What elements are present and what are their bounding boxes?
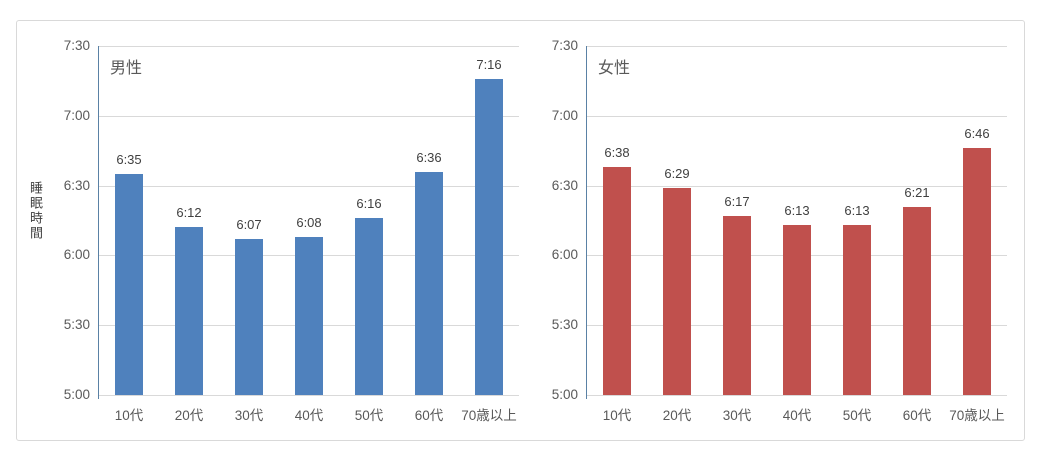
x-tick-label: 50代 (842, 408, 872, 423)
x-tick-label: 40代 (782, 408, 812, 423)
bar-30代 (723, 215, 751, 395)
chart-frame (16, 20, 1025, 441)
y-gridline (99, 115, 519, 117)
bar-value-label: 6:35 (116, 151, 142, 167)
bar-value-label: 6:21 (904, 184, 930, 200)
bar-value-label: 6:07 (236, 217, 262, 233)
x-tick-label: 10代 (114, 408, 144, 423)
bar-50代 (843, 225, 871, 395)
bar-50代 (355, 218, 383, 395)
bar-40代 (783, 225, 811, 395)
bar-70歳以上 (963, 148, 991, 395)
x-tick-label: 60代 (902, 408, 932, 423)
y-tick-label: 5:30 (63, 317, 90, 333)
bar-value-label: 6:38 (604, 144, 630, 160)
y-tick-label: 5:00 (551, 387, 578, 402)
y-tick-label: 7:00 (63, 107, 90, 123)
y-tick-label: 6:30 (551, 177, 578, 193)
bar-60代 (415, 171, 443, 395)
y-tick-label: 6:00 (63, 247, 90, 263)
x-tick-label: 30代 (234, 408, 264, 423)
bar-value-label: 6:29 (664, 165, 690, 181)
bar-20代 (175, 227, 203, 395)
bar-value-label: 6:13 (784, 203, 810, 219)
y-gridline (99, 46, 519, 47)
bar-value-label: 6:08 (296, 214, 322, 230)
x-tick-label: 50代 (354, 408, 384, 423)
y-tick-label: 6:00 (551, 247, 578, 263)
x-tick-label: 70歳以上 (949, 408, 1005, 423)
bar-20代 (663, 187, 691, 395)
y-axis-line (98, 46, 99, 399)
x-tick-label: 20代 (662, 408, 692, 423)
bar-40代 (295, 236, 323, 395)
bar-value-label: 6:13 (844, 203, 870, 219)
bar-value-label: 6:12 (176, 205, 202, 221)
bar-70歳以上 (475, 78, 503, 395)
bar-value-label: 6:46 (964, 126, 990, 142)
x-tick-label: 30代 (722, 408, 752, 423)
bar-10代 (115, 173, 143, 395)
y-gridline (587, 395, 1007, 396)
y-tick-label: 7:00 (551, 107, 578, 123)
y-tick-label: 6:30 (63, 177, 90, 193)
y-tick-label: 5:30 (551, 317, 578, 333)
y-gridline (587, 185, 1007, 187)
y-gridline (99, 185, 519, 187)
chart-title: 女性 (598, 60, 631, 77)
y-tick-label: 7:30 (63, 38, 90, 53)
x-tick-label: 70歳以上 (461, 408, 517, 423)
bar-value-label: 7:16 (476, 56, 502, 72)
y-axis-title: 睡眠時間 (28, 181, 43, 241)
bar-value-label: 6:36 (416, 149, 442, 165)
y-axis-line (586, 46, 587, 399)
bar-value-label: 6:17 (724, 193, 750, 209)
y-gridline (587, 115, 1007, 117)
bar-10代 (603, 166, 631, 395)
y-gridline (99, 395, 519, 396)
bar-30代 (235, 239, 263, 395)
x-tick-label: 10代 (602, 408, 632, 423)
y-gridline (587, 46, 1007, 47)
x-tick-label: 60代 (414, 408, 444, 423)
x-tick-label: 20代 (174, 408, 204, 423)
y-tick-label: 7:30 (551, 38, 578, 53)
x-tick-label: 40代 (294, 408, 324, 423)
bar-60代 (903, 206, 931, 395)
chart-title: 男性 (110, 60, 143, 77)
y-tick-label: 5:00 (63, 387, 90, 402)
bar-value-label: 6:16 (356, 196, 382, 212)
